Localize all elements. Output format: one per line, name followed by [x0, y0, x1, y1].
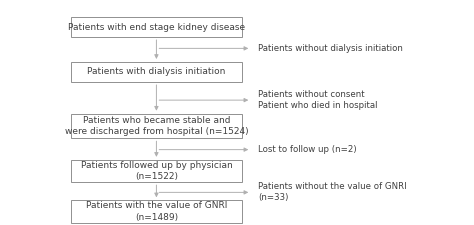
Bar [71, 200, 242, 223]
Text: Patients with end stage kidney disease: Patients with end stage kidney disease [68, 22, 245, 32]
Bar [71, 62, 242, 82]
Text: Patients without the value of GNRI
(n=33): Patients without the value of GNRI (n=33… [258, 182, 407, 202]
Bar [71, 114, 242, 138]
Text: Patients who became stable and
were discharged from hospital (n=1524): Patients who became stable and were disc… [64, 116, 248, 136]
Text: Patients without consent
Patient who died in hospital: Patients without consent Patient who die… [258, 90, 378, 110]
Bar [71, 17, 242, 37]
Text: Patients with the value of GNRI
(n=1489): Patients with the value of GNRI (n=1489) [86, 201, 227, 222]
Text: Patients without dialysis initiation: Patients without dialysis initiation [258, 44, 403, 53]
Text: Patients followed up by physician
(n=1522): Patients followed up by physician (n=152… [81, 161, 232, 181]
Bar [71, 160, 242, 182]
Text: Lost to follow up (n=2): Lost to follow up (n=2) [258, 145, 357, 154]
Text: Patients with dialysis initiation: Patients with dialysis initiation [87, 68, 226, 76]
